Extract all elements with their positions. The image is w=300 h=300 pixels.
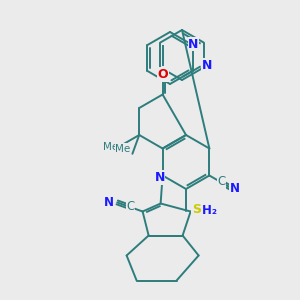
Text: N: N xyxy=(154,171,165,184)
Text: N: N xyxy=(104,196,114,209)
Text: N: N xyxy=(188,38,199,50)
Text: N: N xyxy=(202,59,212,72)
Text: O: O xyxy=(157,68,168,81)
Text: C: C xyxy=(126,200,135,213)
Text: N: N xyxy=(230,182,240,195)
Text: Me: Me xyxy=(103,142,118,152)
Text: Me: Me xyxy=(115,144,130,154)
Text: C: C xyxy=(218,175,226,188)
Text: NH₂: NH₂ xyxy=(193,205,218,218)
Text: S: S xyxy=(192,203,201,216)
